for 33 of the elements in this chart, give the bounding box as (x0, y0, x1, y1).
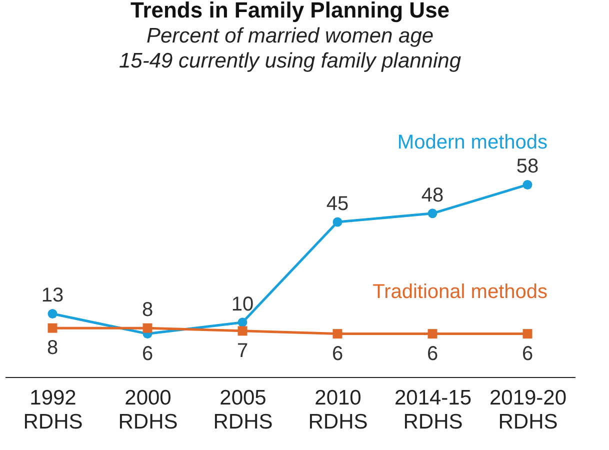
point (48, 309, 58, 318)
data-label: 8 (46, 337, 58, 360)
x-tick-label: 2019-20 RDHS (489, 386, 567, 434)
point (522, 329, 532, 339)
data-label: 8 (142, 299, 154, 322)
x-tick-label: 1992 RDHS (23, 386, 83, 434)
data-label: 45 (326, 193, 349, 215)
data-label: 6 (142, 342, 154, 365)
data-label: 6 (522, 342, 534, 365)
point (238, 326, 248, 336)
point (238, 318, 248, 328)
data-label: 48 (421, 184, 444, 206)
chart-title: Trends in Family Planning Use (130, 0, 450, 23)
point (48, 323, 58, 333)
chart-subtitle: Percent of married women age 15-49 currently using family planning (118, 24, 462, 73)
series-label: Traditional methods (372, 280, 548, 303)
x-tick-label: 2014-15 RDHS (394, 386, 472, 434)
x-tick-label: 2000 RDHS (118, 386, 178, 434)
x-tick-label: 2010 RDHS (308, 386, 368, 434)
point (332, 217, 342, 227)
data-label: 6 (426, 342, 438, 365)
point (332, 329, 342, 339)
data-label: 58 (516, 156, 539, 178)
point (522, 180, 532, 190)
data-label: 6 (332, 342, 344, 365)
series-label: Modern methods (397, 132, 548, 154)
point (142, 323, 152, 333)
point (428, 329, 438, 339)
data-label: 10 (231, 293, 254, 316)
point (428, 208, 438, 218)
x-tick-label: 2005 RDHS (213, 386, 273, 434)
data-label: 7 (236, 340, 248, 362)
data-label: 13 (41, 284, 64, 307)
